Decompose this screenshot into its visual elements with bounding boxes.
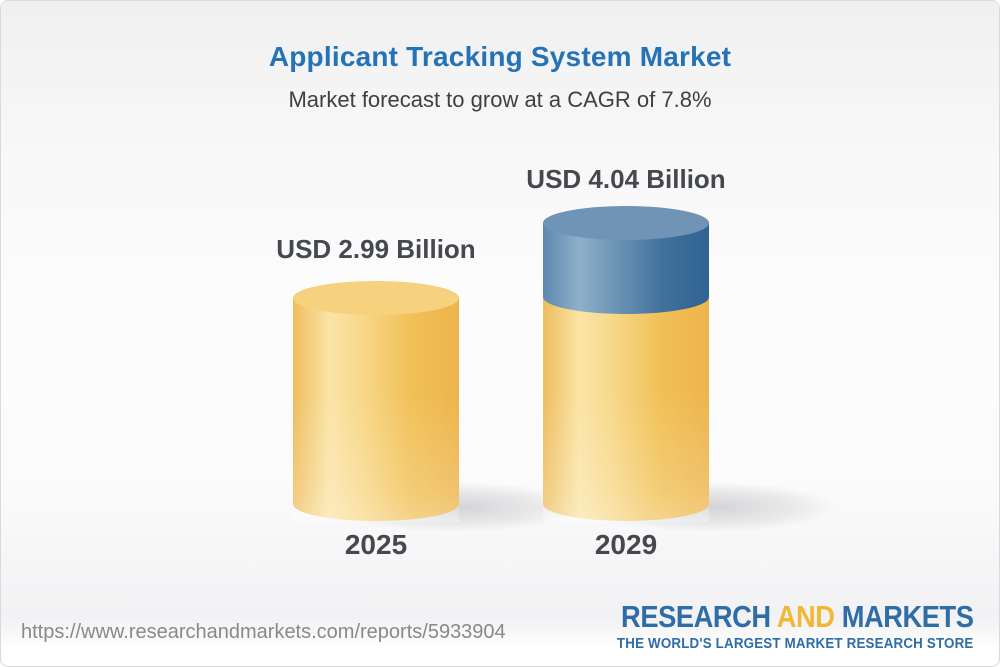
page-title: Applicant Tracking System Market bbox=[268, 41, 732, 72]
source-url-link[interactable]: https://www.researchandmarkets.com/repor… bbox=[21, 621, 506, 643]
value-label-2029: USD 4.04 Billion bbox=[526, 164, 726, 194]
chart-canvas bbox=[293, 206, 836, 532]
logo-tagline: THE WORLD'S LARGEST MARKET RESEARCH STOR… bbox=[617, 636, 974, 652]
logo-word-and: AND bbox=[777, 599, 836, 634]
value-label-2025: USD 2.99 Billion bbox=[276, 234, 476, 264]
category-label-2025: 2025 bbox=[344, 529, 408, 560]
cylinder-bar-chart: USD 2.99 Billion USD 4.04 Billion 2025 2… bbox=[1, 141, 999, 571]
logo-wordmark: RESEARCH AND MARKETS bbox=[621, 599, 975, 634]
logo-word-markets: MARKETS bbox=[842, 599, 974, 634]
cylinder-2029 bbox=[543, 206, 709, 522]
page-subtitle: Market forecast to grow at a CAGR of 7.8… bbox=[288, 87, 712, 112]
cylinder-2025 bbox=[293, 281, 459, 522]
research-and-markets-logo: RESEARCH AND MARKETS THE WORLD'S LARGEST… bbox=[573, 601, 974, 652]
category-label-2029: 2029 bbox=[594, 529, 658, 560]
logo-word-research: RESEARCH bbox=[621, 599, 772, 634]
